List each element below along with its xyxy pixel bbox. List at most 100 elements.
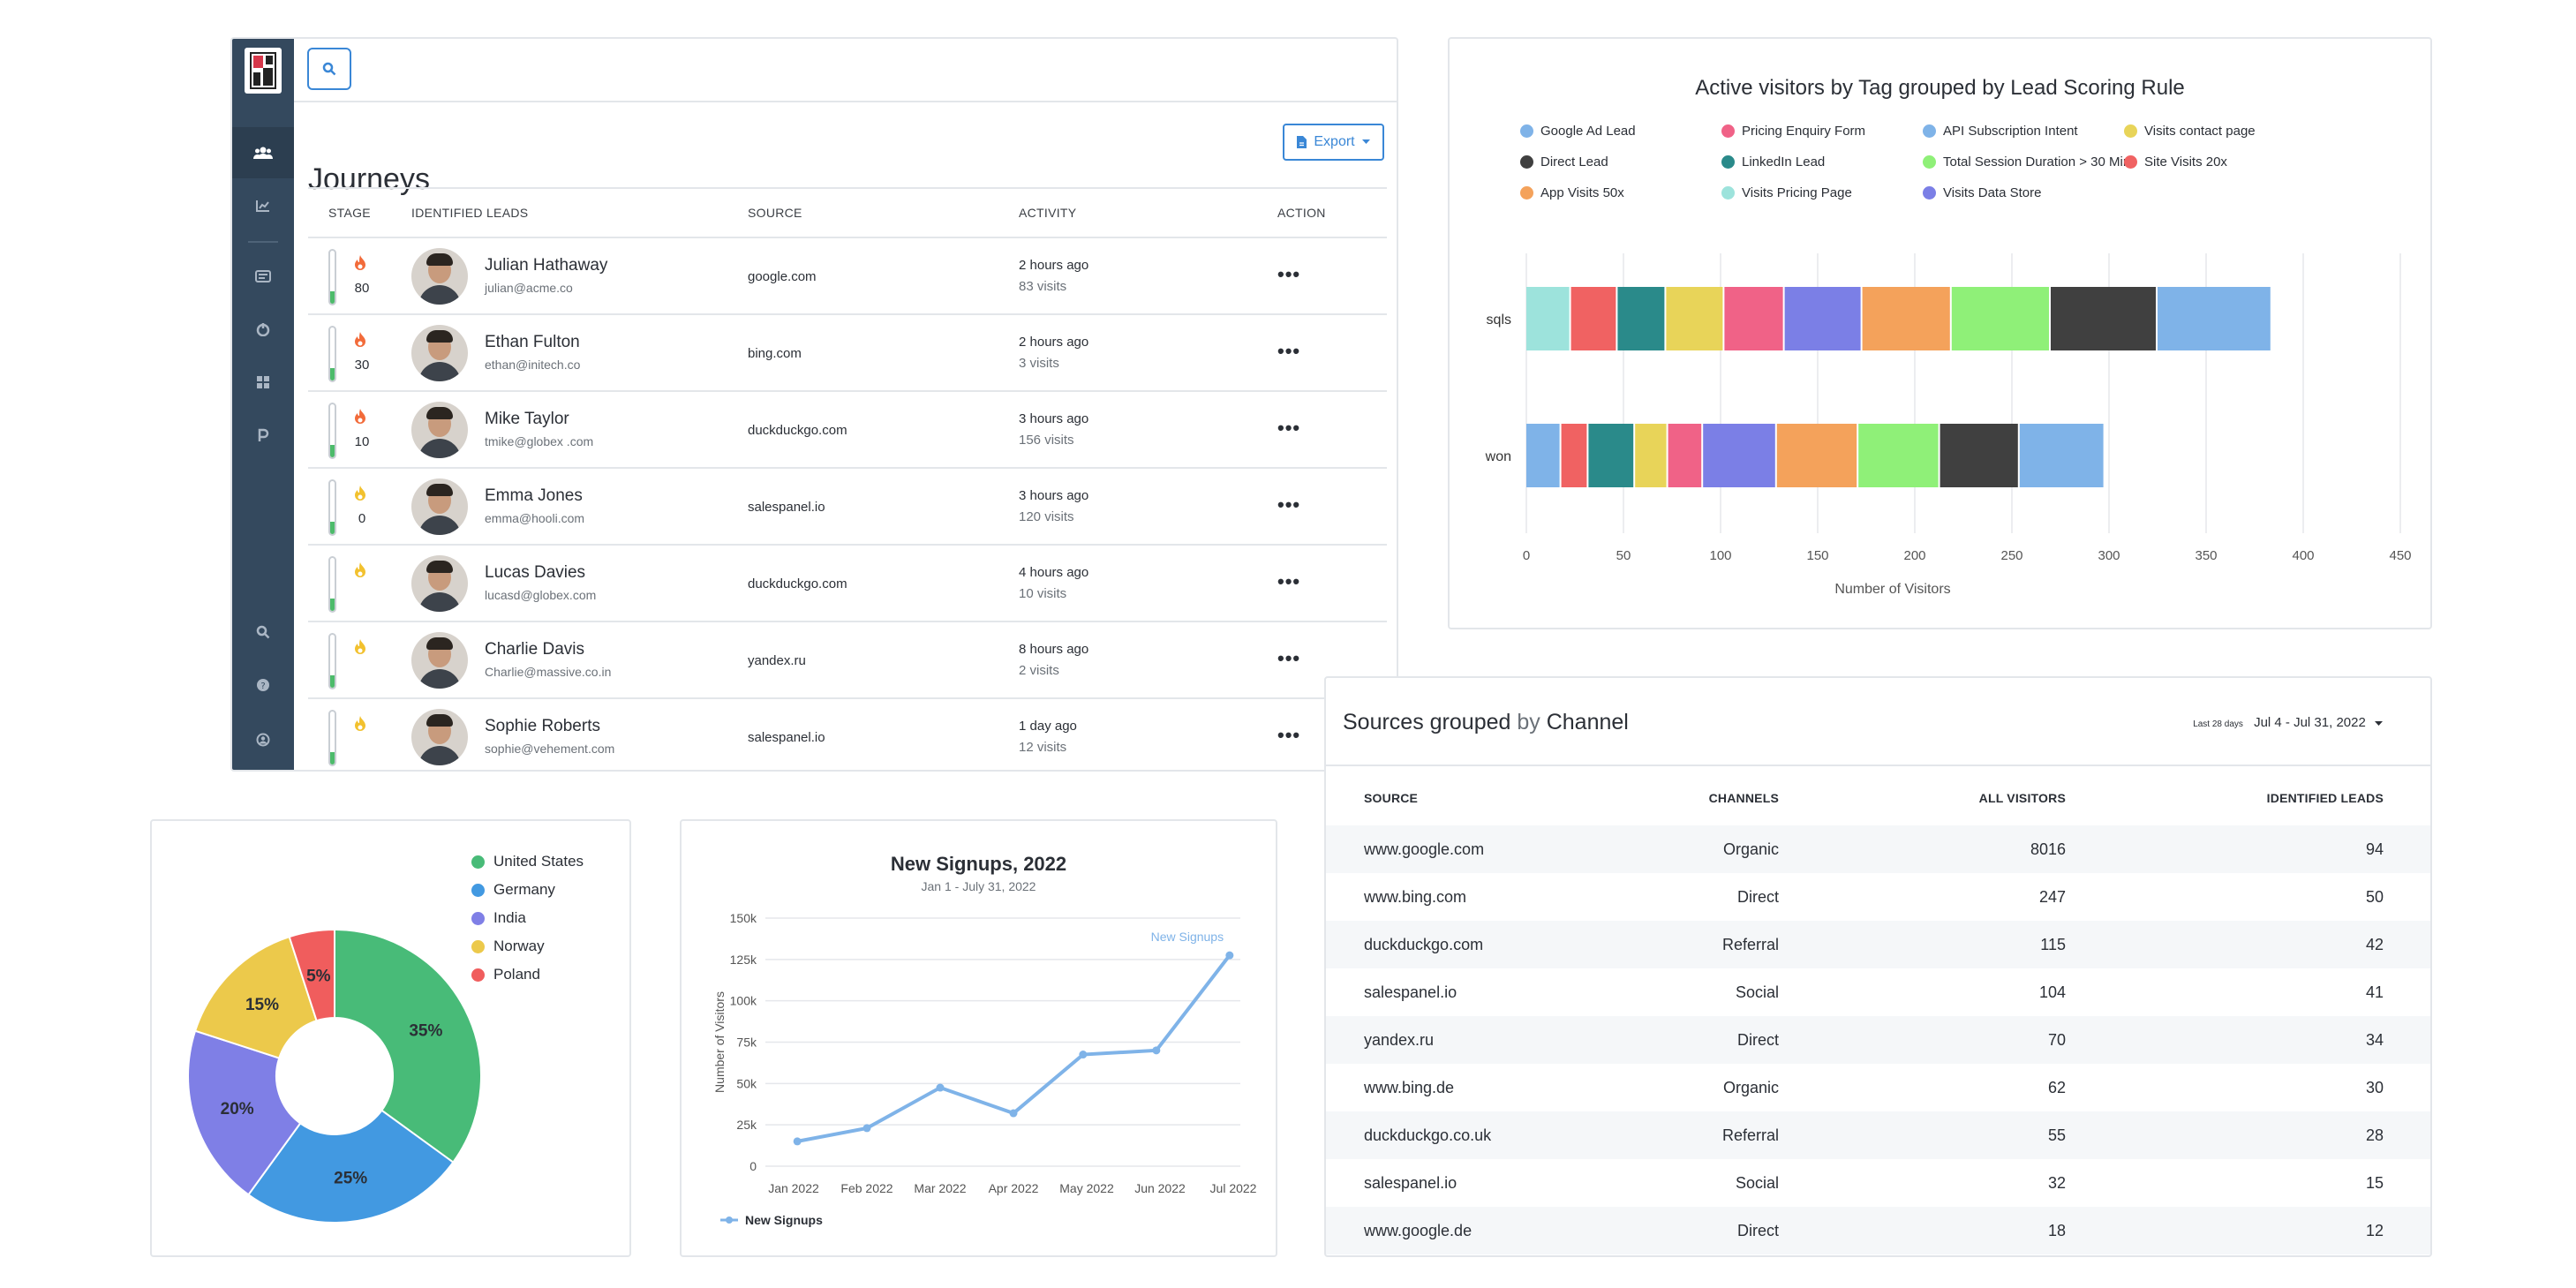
legend-item[interactable]: Site Visits 20x <box>2124 154 2227 169</box>
bar-segment[interactable] <box>1940 424 2018 487</box>
avatar[interactable] <box>411 555 468 612</box>
lead-name[interactable]: Ethan Fulton <box>485 333 580 351</box>
bar-segment[interactable] <box>1724 287 1783 350</box>
legend-item[interactable]: Norway <box>471 938 545 955</box>
search-button[interactable] <box>307 48 351 90</box>
more-actions-button[interactable]: ••• <box>1277 340 1301 362</box>
data-point[interactable] <box>862 1124 871 1133</box>
bar-segment[interactable] <box>1617 287 1665 350</box>
p-icon[interactable] <box>232 410 294 461</box>
lead-name[interactable]: Lucas Davies <box>485 563 586 582</box>
legend-item[interactable]: India <box>471 909 526 927</box>
bar-segment[interactable] <box>1858 424 1939 487</box>
avatar[interactable] <box>411 248 468 305</box>
bar-segment[interactable] <box>1570 287 1616 350</box>
table-row[interactable]: www.bing.de Organic 62 30 <box>1326 1064 2430 1111</box>
table-row[interactable]: duckduckgo.com Referral 115 42 <box>1326 921 2430 968</box>
legend-item[interactable]: Direct Lead <box>1520 154 1608 169</box>
users-icon[interactable] <box>232 127 294 178</box>
table-row[interactable]: salespanel.io Social 104 41 <box>1326 968 2430 1016</box>
app-logo[interactable] <box>245 48 282 94</box>
table-row[interactable]: 30 Ethan Fulton ethan@initech.co bing.co… <box>308 315 1387 392</box>
pie-slice[interactable] <box>193 935 318 1059</box>
legend-item[interactable]: Visits Pricing Page <box>1721 185 1852 200</box>
table-row[interactable]: 80 Julian Hathaway julian@acme.co google… <box>308 238 1387 315</box>
bar-segment[interactable] <box>1668 424 1702 487</box>
date-range-dropdown[interactable]: Last 28 days Jul 4 - Jul 31, 2022 <box>2193 715 2383 730</box>
table-row[interactable]: www.google.de Direct 18 12 <box>1326 1207 2430 1254</box>
table-row[interactable]: 10 Mike Taylor tmike@globex .com duckduc… <box>308 392 1387 469</box>
help-icon[interactable]: ? <box>232 659 294 711</box>
legend-item[interactable]: Total Session Duration > 30 Min <box>1923 154 2130 169</box>
pie-slice[interactable] <box>334 928 482 1164</box>
avatar[interactable] <box>411 632 468 689</box>
lead-name[interactable]: Emma Jones <box>485 486 583 505</box>
bar-segment[interactable] <box>1666 287 1723 350</box>
table-row[interactable]: salespanel.io Social 32 15 <box>1326 1159 2430 1207</box>
legend-label[interactable]: New Signups <box>745 1213 823 1227</box>
legend-item[interactable]: Pricing Enquiry Form <box>1721 124 1865 139</box>
legend-item[interactable]: API Subscription Intent <box>1923 124 2078 139</box>
table-row[interactable]: Sophie Roberts sophie@vehement.com sales… <box>308 699 1387 770</box>
legend-item[interactable]: Visits contact page <box>2124 124 2256 139</box>
more-actions-button[interactable]: ••• <box>1277 724 1301 746</box>
bar-segment[interactable] <box>1526 287 1570 350</box>
bar-segment[interactable] <box>2158 287 2271 350</box>
leads-cell: 42 <box>2365 936 2384 953</box>
bar-segment[interactable] <box>2019 424 2104 487</box>
lead-name[interactable]: Julian Hathaway <box>485 256 608 275</box>
pie-slice[interactable] <box>247 1109 455 1224</box>
more-actions-button[interactable]: ••• <box>1277 263 1301 285</box>
pie-slice[interactable] <box>288 928 335 1022</box>
table-row[interactable]: Charlie Davis Charlie@massive.co.in yand… <box>308 622 1387 699</box>
lead-name[interactable]: Charlie Davis <box>485 640 584 659</box>
more-actions-button[interactable]: ••• <box>1277 493 1301 516</box>
avatar[interactable] <box>411 325 468 381</box>
legend-item[interactable]: Poland <box>471 966 540 983</box>
data-point[interactable] <box>1009 1109 1018 1118</box>
grid-icon[interactable] <box>232 357 294 408</box>
avatar[interactable] <box>411 478 468 535</box>
data-point[interactable] <box>936 1083 945 1092</box>
more-actions-button[interactable]: ••• <box>1277 647 1301 669</box>
data-point[interactable] <box>1225 951 1234 960</box>
bar-segment[interactable] <box>1703 424 1775 487</box>
table-row[interactable]: yandex.ru Direct 70 34 <box>1326 1016 2430 1064</box>
bar-segment[interactable] <box>1526 424 1560 487</box>
bar-segment[interactable] <box>1784 287 1861 350</box>
table-row[interactable]: www.bing.com Direct 247 50 <box>1326 873 2430 921</box>
legend-item[interactable]: App Visits 50x <box>1520 185 1624 200</box>
table-row[interactable]: duckduckgo.co.uk Referral 55 28 <box>1326 1111 2430 1159</box>
data-point[interactable] <box>1079 1051 1088 1059</box>
legend-item[interactable]: Germany <box>471 881 555 899</box>
legend-item[interactable]: Google Ad Lead <box>1520 124 1636 139</box>
lead-name[interactable]: Sophie Roberts <box>485 717 600 735</box>
bar-segment[interactable] <box>2051 287 2156 350</box>
table-row[interactable]: 0 Emma Jones emma@hooli.com salespanel.i… <box>308 469 1387 546</box>
bar-segment[interactable] <box>1635 424 1667 487</box>
data-point[interactable] <box>1152 1046 1161 1055</box>
table-row[interactable]: www.google.com Organic 8016 94 <box>1326 825 2430 873</box>
lead-name[interactable]: Mike Taylor <box>485 410 569 428</box>
data-point[interactable] <box>793 1137 802 1146</box>
table-row[interactable]: Lucas Davies lucasd@globex.com duckduckg… <box>308 546 1387 622</box>
more-actions-button[interactable]: ••• <box>1277 417 1301 439</box>
bar-segment[interactable] <box>1561 424 1587 487</box>
legend-item[interactable]: United States <box>471 853 584 870</box>
chart-icon[interactable] <box>232 180 294 231</box>
export-button[interactable]: Export <box>1283 124 1384 161</box>
bar-segment[interactable] <box>1776 424 1857 487</box>
more-actions-button[interactable]: ••• <box>1277 570 1301 592</box>
legend-item[interactable]: LinkedIn Lead <box>1721 154 1825 169</box>
pie-slice[interactable] <box>187 1029 302 1196</box>
list-icon[interactable] <box>232 251 294 302</box>
account-icon[interactable] <box>232 714 294 765</box>
avatar[interactable] <box>411 709 468 765</box>
bar-segment[interactable] <box>1862 287 1950 350</box>
search-icon[interactable] <box>232 606 294 658</box>
bar-segment[interactable] <box>1588 424 1634 487</box>
avatar[interactable] <box>411 402 468 458</box>
power-icon[interactable] <box>232 304 294 355</box>
bar-segment[interactable] <box>1951 287 2049 350</box>
legend-item[interactable]: Visits Data Store <box>1923 185 2041 200</box>
